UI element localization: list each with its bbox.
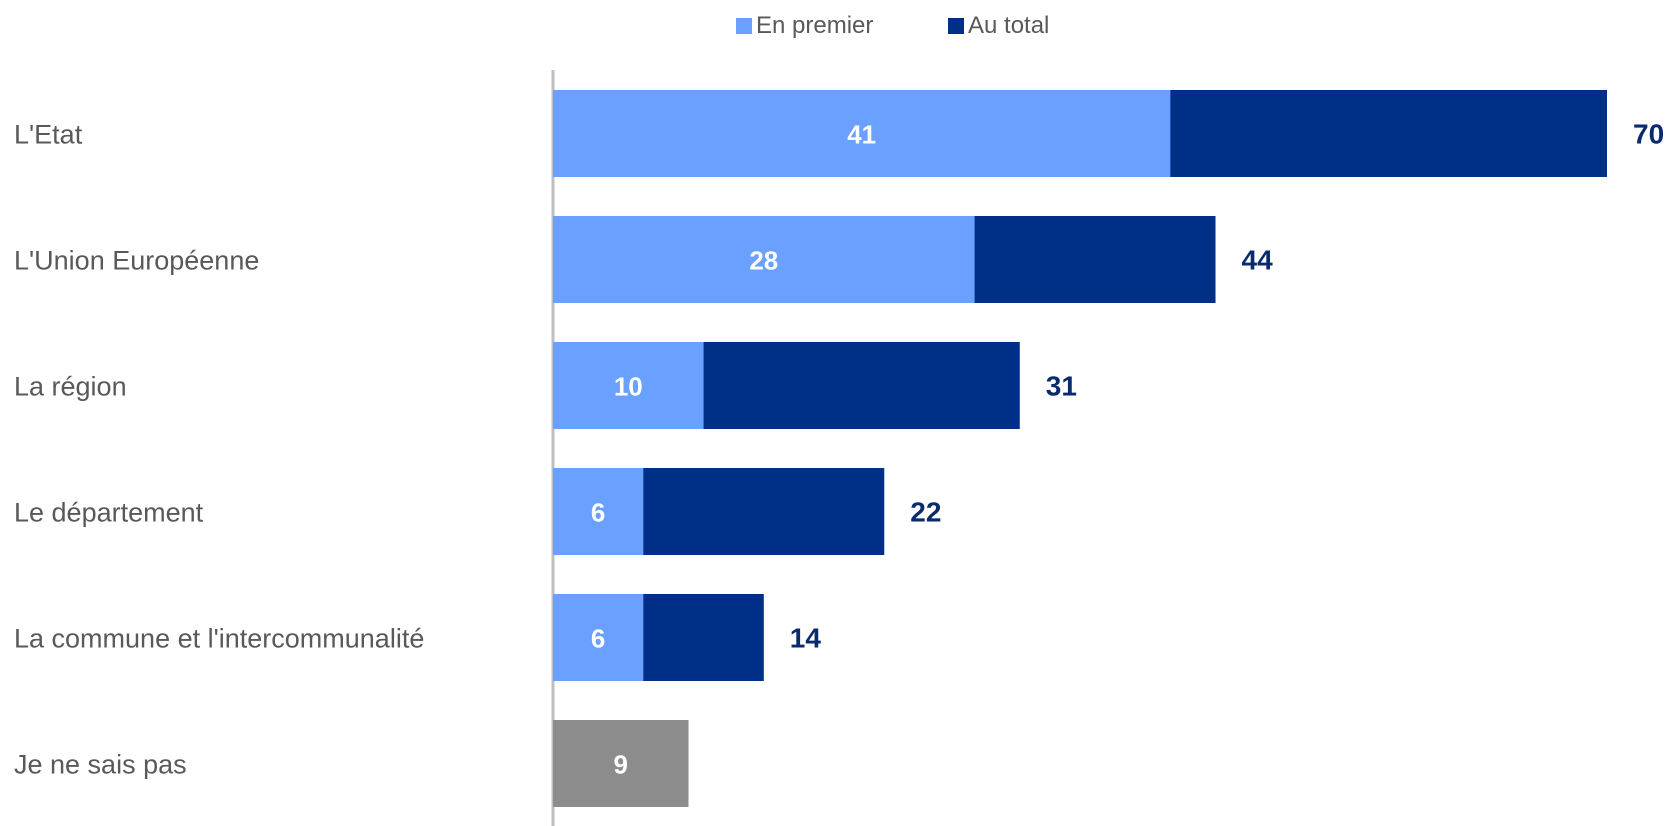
category-label: L'Union Européenne xyxy=(14,246,259,276)
category-label: Je ne sais pas xyxy=(14,750,187,780)
data-label-en-premier: 28 xyxy=(749,246,778,276)
data-label-au-total: 70 xyxy=(1633,119,1664,150)
data-label-au-total: 14 xyxy=(790,623,822,654)
data-label-je-ne-sais-pas: 9 xyxy=(614,750,628,780)
legend: En premier Au total xyxy=(0,12,1673,42)
legend-swatch-au-total xyxy=(948,18,964,34)
data-label-en-premier: 6 xyxy=(591,498,605,528)
legend-label-en-premier: En premier xyxy=(756,12,874,39)
data-label-au-total: 22 xyxy=(910,497,941,528)
bar-en-premier xyxy=(553,468,644,555)
legend-item-en-premier: En premier xyxy=(736,12,873,40)
data-label-en-premier: 6 xyxy=(591,624,605,654)
bar-en-premier xyxy=(553,216,975,303)
legend-item-au-total: Au total xyxy=(948,12,1049,40)
category-label: La région xyxy=(14,372,127,402)
bar-en-premier xyxy=(553,594,644,681)
bar-je-ne-sais-pas xyxy=(553,720,689,807)
data-label-en-premier: 10 xyxy=(614,372,643,402)
data-label-en-premier: 41 xyxy=(847,120,876,150)
legend-label-au-total: Au total xyxy=(968,12,1050,39)
legend-swatch-en-premier xyxy=(736,18,752,34)
data-label-au-total: 31 xyxy=(1046,371,1077,402)
bar-en-premier xyxy=(553,342,704,429)
category-label: L'Etat xyxy=(14,120,83,150)
data-label-au-total: 44 xyxy=(1242,245,1274,276)
category-label: Le département xyxy=(14,498,204,528)
category-label: La commune et l'intercommunalité xyxy=(14,624,424,654)
bar-en-premier xyxy=(553,90,1171,177)
